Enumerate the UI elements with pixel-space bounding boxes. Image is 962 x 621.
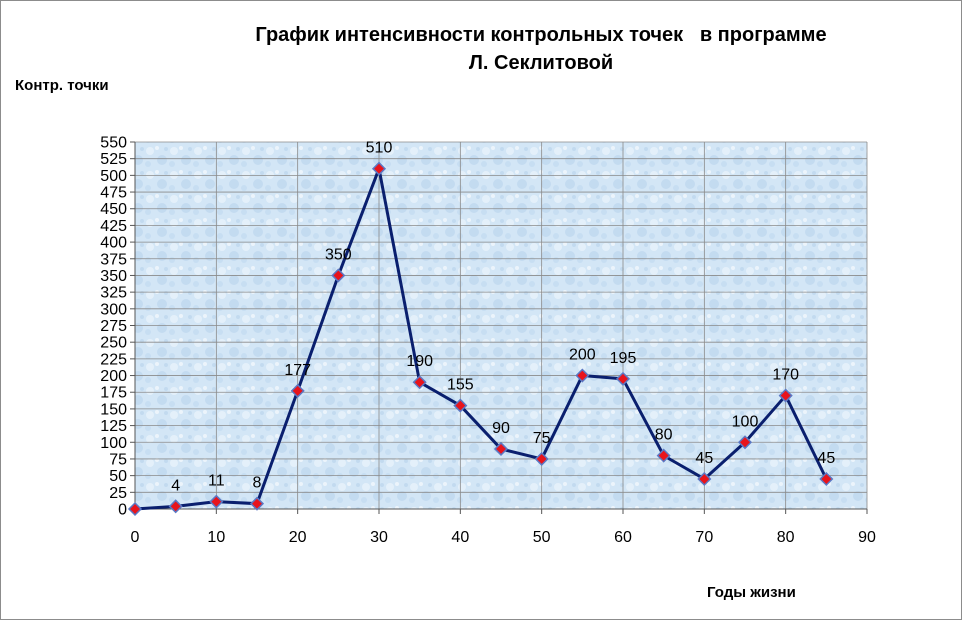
x-tick-label: 0: [131, 529, 140, 546]
data-label: 80: [655, 427, 673, 444]
data-point-marker: [819, 471, 834, 487]
y-tick-label: 300: [100, 301, 127, 318]
y-tick-label: 425: [100, 218, 127, 235]
y-tick-label: 125: [100, 418, 127, 435]
data-label: 8: [253, 475, 262, 492]
data-label: 200: [569, 347, 596, 364]
data-labels: 4 11 8 177 350 510 190 155 90 75 200 195 80 45 100 170 4…: [171, 140, 835, 495]
x-tick-label: 10: [207, 529, 225, 546]
data-label: 190: [406, 353, 433, 370]
y-tick-label: 500: [100, 168, 127, 185]
y-tick-label: 250: [100, 335, 127, 352]
data-point-marker: [168, 499, 183, 514]
x-axis-label: Годы жизни: [707, 584, 796, 601]
data-label: 75: [533, 430, 551, 447]
y-tick-label: 0: [118, 502, 127, 519]
data-point-marker: [697, 471, 712, 487]
x-tick-label: 50: [533, 529, 551, 546]
data-label: 350: [325, 246, 352, 263]
y-tick-label: 200: [100, 368, 127, 385]
chart-title-line-2: Л. Секлитовой: [468, 52, 614, 74]
x-tick-label: 60: [614, 529, 632, 546]
y-tick-label: 275: [100, 318, 127, 335]
data-label: 45: [817, 450, 835, 467]
y-tick-label: 175: [100, 385, 127, 402]
data-label: 195: [610, 350, 637, 367]
x-tick-label: 70: [695, 529, 713, 546]
data-point-marker: [412, 375, 427, 390]
data-point-marker: [656, 448, 671, 463]
chart-title: График интенсивности контрольных точек в…: [181, 21, 901, 77]
data-label: 90: [492, 420, 510, 437]
data-point-marker: [249, 496, 265, 511]
y-tick-label: 25: [109, 485, 127, 502]
x-tick-label: 20: [289, 529, 307, 546]
y-tick-label: 75: [109, 451, 127, 468]
y-tick-label: 525: [100, 151, 127, 168]
data-label: 177: [284, 362, 311, 379]
chart-title-line-1: График интенсивности контрольных точек в…: [255, 24, 827, 46]
x-tick-label: 80: [777, 529, 795, 546]
y-tick-labels: 0255075100125150175200225250275300325350…: [100, 135, 127, 519]
y-tick-label: 400: [100, 235, 127, 252]
data-point-marker: [371, 161, 387, 176]
data-point-marker: [534, 451, 549, 467]
x-tick-labels: 0 10 20 30 40 50 60 70 80 90: [131, 529, 876, 546]
x-tick-label: 40: [451, 529, 469, 546]
data-point-marker: [127, 501, 143, 517]
y-tick-label: 50: [109, 468, 127, 485]
y-tick-label: 550: [100, 135, 127, 152]
x-tick-label: 30: [370, 529, 388, 546]
series-markers: [127, 161, 834, 517]
data-label: 4: [171, 477, 180, 494]
data-label: 45: [695, 450, 713, 467]
data-point-marker: [493, 441, 509, 457]
data-label: 510: [366, 140, 393, 157]
data-label: 155: [447, 377, 474, 394]
data-point-marker: [453, 398, 468, 413]
y-tick-label: 325: [100, 285, 127, 302]
x-tick-label: 90: [858, 529, 876, 546]
series-line: [134, 167, 828, 511]
data-point-marker: [290, 383, 305, 398]
y-tick-label: 450: [100, 201, 127, 218]
data-point-marker: [737, 435, 753, 450]
data-label: 170: [772, 367, 799, 384]
y-tick-label: 150: [100, 401, 127, 418]
y-tick-label: 225: [100, 351, 127, 368]
data-point-marker: [615, 371, 631, 386]
y-tick-label: 375: [100, 251, 127, 268]
data-point-marker: [778, 388, 793, 403]
y-tick-label: 475: [100, 185, 127, 202]
data-label: 11: [208, 473, 225, 490]
grid-lines: [130, 141, 868, 514]
data-point-marker: [331, 268, 346, 283]
data-point-marker: [575, 368, 590, 383]
series-polyline: [134, 167, 828, 511]
y-tick-label: 350: [100, 268, 127, 285]
data-label: 100: [732, 413, 759, 430]
y-tick-label: 100: [100, 435, 127, 452]
y-axis-label: Контр. точки: [15, 77, 109, 94]
data-point-marker: [209, 494, 224, 509]
